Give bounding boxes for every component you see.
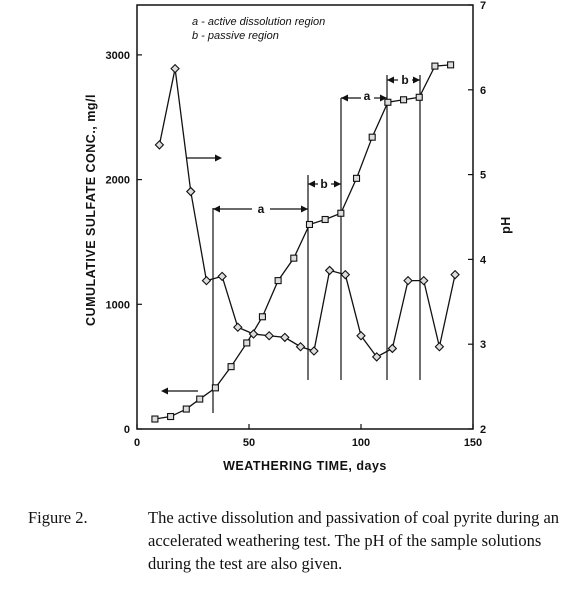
sulfate-point xyxy=(400,96,408,104)
ph-point xyxy=(201,275,212,286)
ph-point xyxy=(324,265,335,276)
ph-point xyxy=(450,269,460,280)
y-left-tick-label: 0 xyxy=(124,424,130,436)
ph-point xyxy=(185,186,196,197)
legend-b: b - passive region xyxy=(192,30,279,42)
sulfate-point xyxy=(227,363,235,371)
region-label-b-2: b xyxy=(401,73,408,87)
y-axis-right-title: pH xyxy=(499,216,513,234)
arrow-head xyxy=(161,387,168,395)
x-tick-label: 150 xyxy=(464,437,482,449)
ph-point xyxy=(356,330,366,341)
sulfate-point xyxy=(447,61,455,69)
arrow-head xyxy=(308,180,315,188)
y-axis-left-title: CUMULATIVE SULFATE CONC., mg/l xyxy=(84,94,98,326)
data-series xyxy=(151,61,460,423)
y-left-tick-label: 1000 xyxy=(106,299,130,311)
legend-a: a - active dissolution region xyxy=(192,16,325,28)
caption-label: Figure 2. xyxy=(28,508,88,527)
ph-point xyxy=(264,330,274,341)
region-label-a-1: a xyxy=(258,202,265,216)
sulfate-point xyxy=(196,395,204,403)
y-right-tick-label: 3 xyxy=(480,339,486,351)
arrow-head xyxy=(387,76,394,84)
sulfate-point xyxy=(415,93,423,101)
arrow-head xyxy=(413,76,420,84)
arrow-head xyxy=(380,94,387,102)
caption-text: The active dissolution and passivation o… xyxy=(148,508,560,573)
arrow-head xyxy=(341,94,348,102)
sulfate-point xyxy=(431,62,439,70)
ph-point xyxy=(309,346,319,356)
ph-point xyxy=(248,329,259,339)
sulfate-point xyxy=(258,313,266,321)
ph-point xyxy=(387,343,398,354)
sulfate-point xyxy=(368,133,376,141)
ph-point xyxy=(340,269,351,280)
y-left-tick-label: 2000 xyxy=(106,175,130,187)
ph-point xyxy=(403,275,413,286)
ph-point xyxy=(280,332,290,343)
figure-caption: Figure 2. The active dissolution and pas… xyxy=(0,500,573,605)
sulfate-point xyxy=(211,384,219,392)
arrow-head xyxy=(334,180,341,188)
y-right-tick-label: 7 xyxy=(480,0,486,12)
region-markers xyxy=(161,75,421,413)
arrow-head xyxy=(301,205,308,213)
sulfate-point xyxy=(321,215,329,224)
ph-point xyxy=(434,341,445,352)
sulfate-point xyxy=(384,98,392,106)
sulfate-point xyxy=(243,339,251,347)
plot-frame xyxy=(136,4,474,430)
series-line-1 xyxy=(158,68,456,358)
sulfate-point xyxy=(167,412,175,421)
region-label-b-1: b xyxy=(320,177,327,191)
sulfate-point xyxy=(290,254,298,262)
arrow-head xyxy=(215,154,222,162)
region-label-a-2: a xyxy=(364,89,371,103)
ph-point xyxy=(154,140,165,150)
x-tick-label: 100 xyxy=(352,437,370,449)
sulfate-point xyxy=(352,174,361,182)
y-right-tick-label: 6 xyxy=(480,85,486,97)
ph-point xyxy=(217,271,227,282)
x-tick-label: 0 xyxy=(134,437,140,449)
sulfate-point xyxy=(151,415,159,423)
ph-point xyxy=(295,341,306,352)
ph-point xyxy=(371,352,382,362)
ph-point xyxy=(170,63,180,74)
sulfate-point xyxy=(274,277,282,285)
ph-point xyxy=(233,322,243,333)
ph-point xyxy=(418,275,429,286)
sulfate-point xyxy=(337,209,345,217)
y-right-tick-label: 5 xyxy=(480,170,486,182)
axis-ticks: 0 50 100 150 0 1000 2000 3000 2 3 4 5 6 7 xyxy=(106,0,487,449)
x-axis-title: WEATHERING TIME, days xyxy=(223,459,387,473)
y-right-tick-label: 2 xyxy=(480,424,486,436)
y-right-tick-label: 4 xyxy=(480,254,487,266)
sulfate-point xyxy=(182,405,190,413)
x-tick-label: 50 xyxy=(243,437,255,449)
y-left-tick-label: 3000 xyxy=(106,50,130,62)
sulfate-point xyxy=(305,220,314,229)
chart: 0 50 100 150 0 1000 2000 3000 2 3 4 5 6 7 a - active … xyxy=(84,0,513,473)
arrow-head xyxy=(213,205,220,213)
plot-border xyxy=(136,4,474,430)
